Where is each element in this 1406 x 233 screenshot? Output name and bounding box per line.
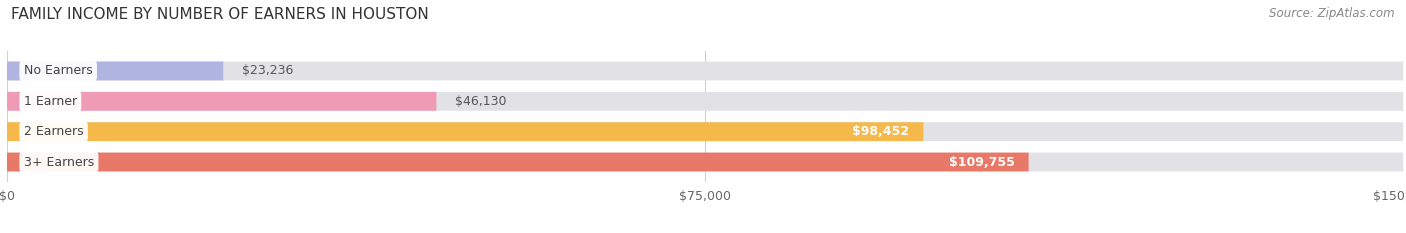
Text: Source: ZipAtlas.com: Source: ZipAtlas.com [1270, 7, 1395, 20]
Text: 2 Earners: 2 Earners [24, 125, 83, 138]
FancyBboxPatch shape [7, 153, 1403, 171]
Text: 1 Earner: 1 Earner [24, 95, 77, 108]
FancyBboxPatch shape [7, 92, 436, 111]
FancyBboxPatch shape [7, 122, 1403, 141]
Text: $109,755: $109,755 [949, 155, 1015, 168]
Text: No Earners: No Earners [24, 65, 93, 78]
Text: $98,452: $98,452 [852, 125, 910, 138]
FancyBboxPatch shape [7, 62, 224, 80]
FancyBboxPatch shape [7, 153, 1029, 171]
FancyBboxPatch shape [7, 92, 1403, 111]
Text: FAMILY INCOME BY NUMBER OF EARNERS IN HOUSTON: FAMILY INCOME BY NUMBER OF EARNERS IN HO… [11, 7, 429, 22]
Text: $46,130: $46,130 [456, 95, 506, 108]
FancyBboxPatch shape [7, 62, 1403, 80]
Text: $23,236: $23,236 [242, 65, 294, 78]
FancyBboxPatch shape [7, 122, 924, 141]
Text: 3+ Earners: 3+ Earners [24, 155, 94, 168]
